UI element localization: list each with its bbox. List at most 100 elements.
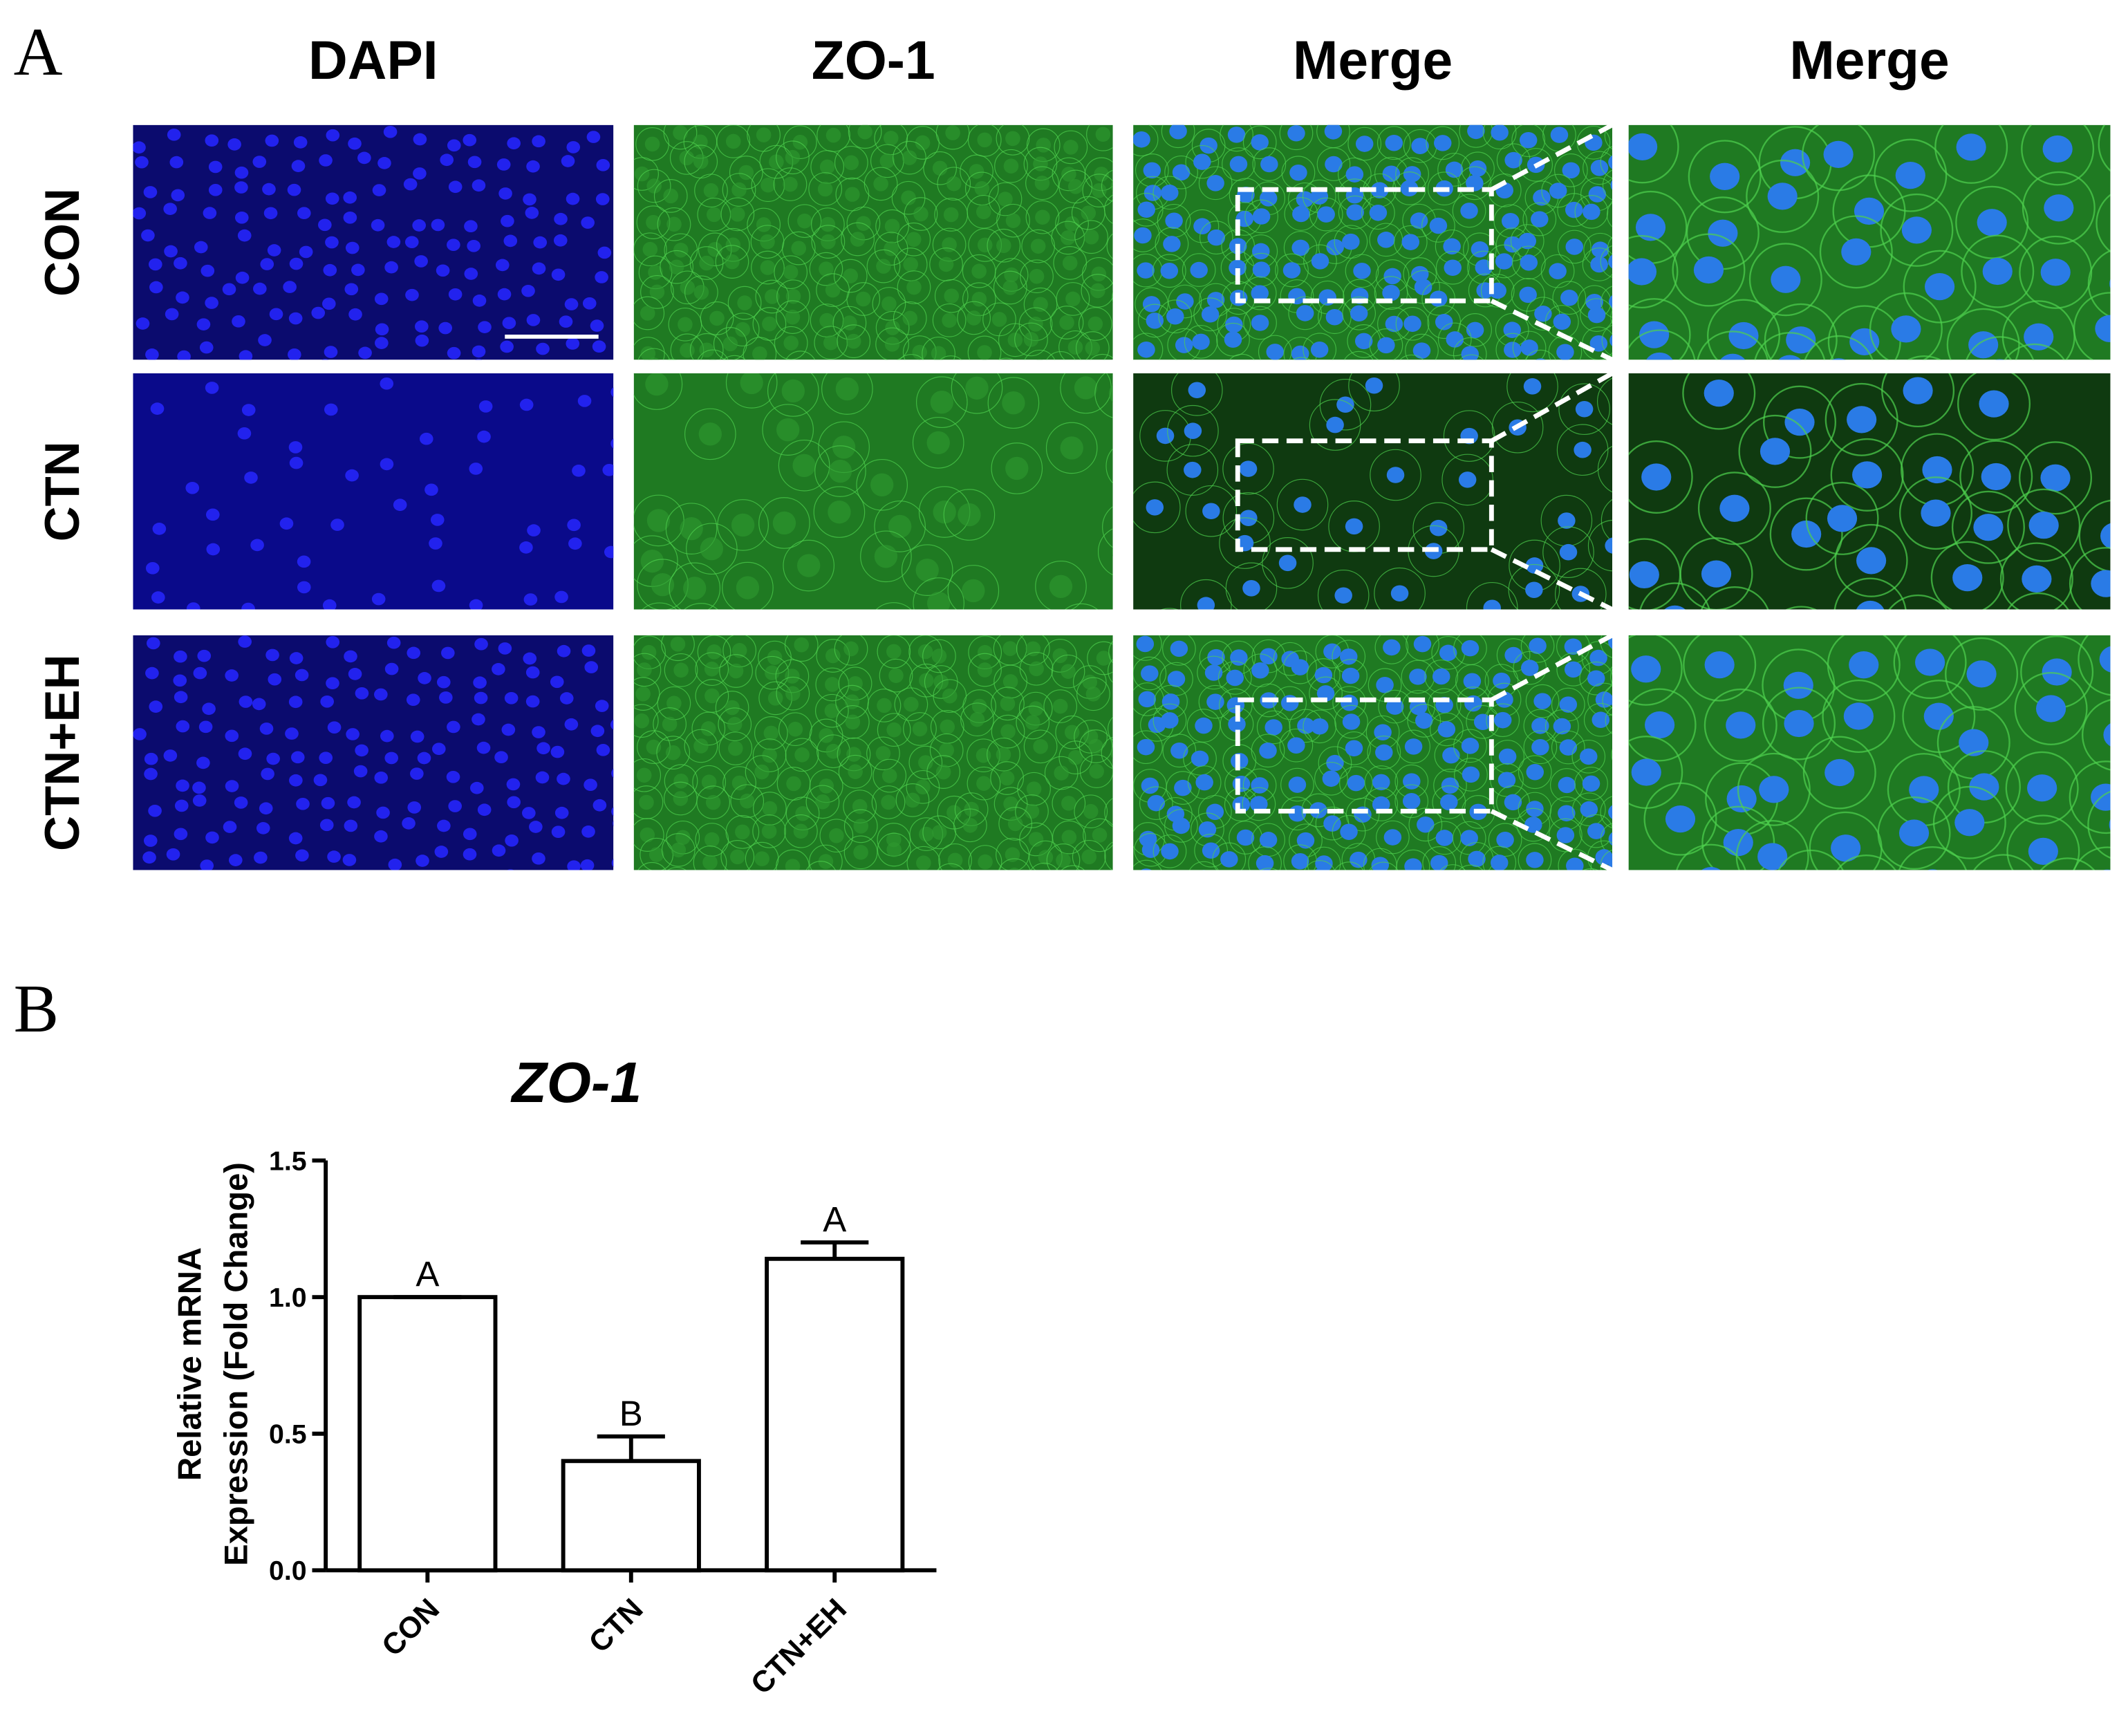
cell-outline <box>2004 343 2066 360</box>
nucleus <box>1291 659 1309 675</box>
nucleus <box>326 635 340 648</box>
cell-outline <box>991 442 1043 494</box>
micrograph <box>633 635 1113 899</box>
nucleus <box>1444 259 1462 277</box>
nucleus <box>622 637 635 650</box>
nucleus <box>1346 204 1364 221</box>
nucleus <box>327 850 341 863</box>
nucleus <box>232 315 245 328</box>
cell-outline <box>987 228 1021 263</box>
cell-outline <box>1822 679 1896 753</box>
cell-outline <box>1628 235 1679 309</box>
nucleus <box>234 181 248 194</box>
cell-center <box>962 817 978 833</box>
cell-center <box>915 558 939 582</box>
cell-center <box>700 884 715 899</box>
cell-outline <box>1764 303 1838 360</box>
cell-outline <box>1602 169 1613 200</box>
cell-center <box>1062 255 1078 271</box>
cell-outline <box>1955 185 2029 259</box>
cell-outline <box>1836 855 1896 870</box>
nucleus <box>143 186 158 198</box>
nucleus <box>384 261 398 274</box>
cell-outline <box>906 126 940 160</box>
nucleus <box>1467 124 1485 140</box>
cell-outline <box>1453 729 1487 763</box>
cell-outline <box>813 486 866 538</box>
cell-outline <box>1152 703 1187 738</box>
cell-outline <box>720 840 755 870</box>
cell-outline <box>2098 124 2111 172</box>
nucleus <box>596 158 610 171</box>
cell-center <box>730 207 745 222</box>
nucleus <box>1982 257 2013 286</box>
cell-outline <box>960 702 994 737</box>
nucleus <box>2042 658 2072 686</box>
cell-outline <box>864 167 898 201</box>
cell-center <box>1029 268 1045 284</box>
nucleus <box>424 483 438 496</box>
cell-center <box>918 826 934 842</box>
nucleus <box>1288 776 1307 793</box>
nucleus <box>1382 284 1400 301</box>
nucleus <box>561 155 575 167</box>
nucleus <box>1355 136 1374 152</box>
cell-outline <box>776 676 810 711</box>
cell-outline <box>903 712 937 746</box>
bar <box>765 1256 905 1573</box>
cell-center <box>1049 575 1073 598</box>
significance-letter: A <box>416 1254 439 1294</box>
nucleus <box>1440 794 1458 811</box>
nucleus <box>374 830 388 843</box>
nucleus <box>467 156 482 169</box>
cell-outline <box>1430 712 1464 747</box>
cell-center <box>1108 384 1113 402</box>
cell-center <box>728 663 744 679</box>
zoom-line <box>1490 547 1614 612</box>
cell-outline <box>848 124 882 149</box>
cell-center <box>731 775 747 791</box>
y-tick-label: 0.0 <box>269 1556 307 1586</box>
micrograph-bg <box>1628 124 2111 360</box>
cell-center <box>888 514 912 539</box>
cell-center <box>877 698 892 713</box>
cell-outline <box>1242 787 1276 821</box>
cell-center <box>699 255 714 271</box>
cell-outline <box>1087 641 1113 675</box>
cell-outline <box>993 270 1027 305</box>
cell-outline <box>1424 660 1459 693</box>
nucleus <box>559 692 574 704</box>
nucleus <box>1628 258 1657 286</box>
cell-center <box>813 870 828 886</box>
nucleus <box>1952 563 1983 592</box>
nucleus <box>265 648 279 662</box>
cell-center <box>1083 229 1099 245</box>
cell-center <box>1067 749 1083 765</box>
nucleus <box>1142 296 1161 312</box>
nucleus <box>1206 292 1225 308</box>
nucleus <box>564 718 579 731</box>
cell-outline <box>871 785 906 819</box>
micrograph-content <box>1133 124 1613 360</box>
cell-outline <box>1194 833 1228 868</box>
nucleus <box>469 781 484 794</box>
micrograph-content <box>1628 635 2111 870</box>
nucleus <box>357 873 371 886</box>
nucleus <box>523 652 537 665</box>
cell-outline <box>1426 126 1460 160</box>
nucleus <box>557 772 570 785</box>
cell-outline <box>1248 846 1282 870</box>
nucleus <box>447 346 461 360</box>
cell-outline <box>2007 592 2069 610</box>
nucleus <box>1310 188 1329 205</box>
x-tick-label: CTN+EH <box>745 1592 853 1701</box>
nucleus <box>478 400 493 413</box>
nucleus <box>431 743 446 756</box>
nucleus <box>526 160 540 173</box>
nucleus <box>1704 651 1735 679</box>
cell-outline <box>1580 298 1613 332</box>
cell-outline <box>1225 871 1258 904</box>
nucleus <box>621 673 635 685</box>
nucleus <box>1161 185 1179 201</box>
cell-center <box>662 716 678 732</box>
